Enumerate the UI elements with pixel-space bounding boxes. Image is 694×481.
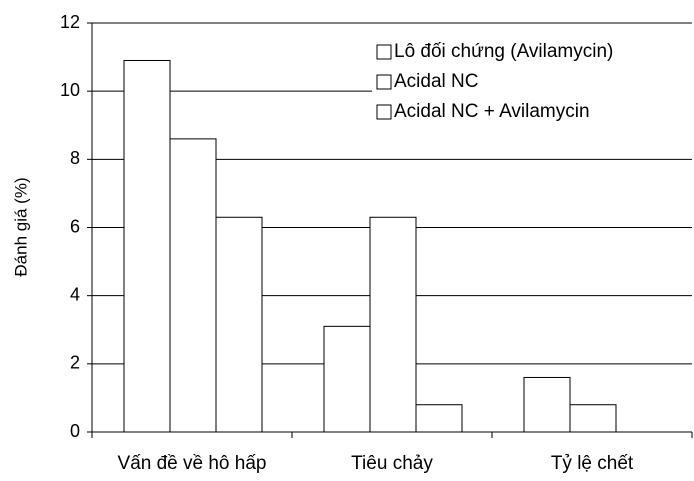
y-tick-label: 6 — [70, 216, 80, 236]
x-category-label: Vấn đề về hô hấp — [118, 453, 267, 474]
legend-swatch — [376, 104, 392, 120]
y-tick-label: 0 — [70, 421, 80, 441]
y-tick-label: 12 — [60, 12, 80, 32]
legend-swatch — [376, 74, 392, 90]
legend: Lô đối chứng (Avilamycin) Acidal NC Acidal… — [372, 33, 692, 133]
bar — [415, 404, 463, 433]
bar — [523, 376, 571, 433]
y-tick-label: 4 — [70, 284, 80, 304]
y-tick-labels: 0 2 4 6 8 10 12 — [60, 12, 92, 441]
y-tick-label: 10 — [60, 80, 80, 100]
bar — [569, 404, 617, 433]
legend-box — [372, 33, 692, 133]
legend-label: Acidal NC + Avilamycin — [394, 101, 590, 122]
bar — [323, 325, 371, 433]
x-category-labels: Vấn đề về hô hấp Tiêu chảy Tỷ lệ chết — [91, 432, 693, 474]
y-tick-label: 8 — [70, 148, 80, 168]
bar — [215, 216, 263, 433]
bar — [169, 138, 217, 433]
bar — [369, 216, 417, 433]
x-category-label: Tiêu chảy — [351, 453, 433, 474]
legend-label: Lô đối chứng (Avilamycin) — [394, 41, 613, 62]
legend-label: Acidal NC — [394, 71, 478, 92]
y-tick-label: 2 — [70, 353, 80, 373]
bar — [123, 59, 171, 433]
bars — [123, 59, 617, 433]
legend-swatch — [376, 44, 392, 60]
y-axis-label: Đánh giá (%) — [11, 177, 30, 276]
x-category-label: Tỷ lệ chết — [551, 453, 634, 474]
